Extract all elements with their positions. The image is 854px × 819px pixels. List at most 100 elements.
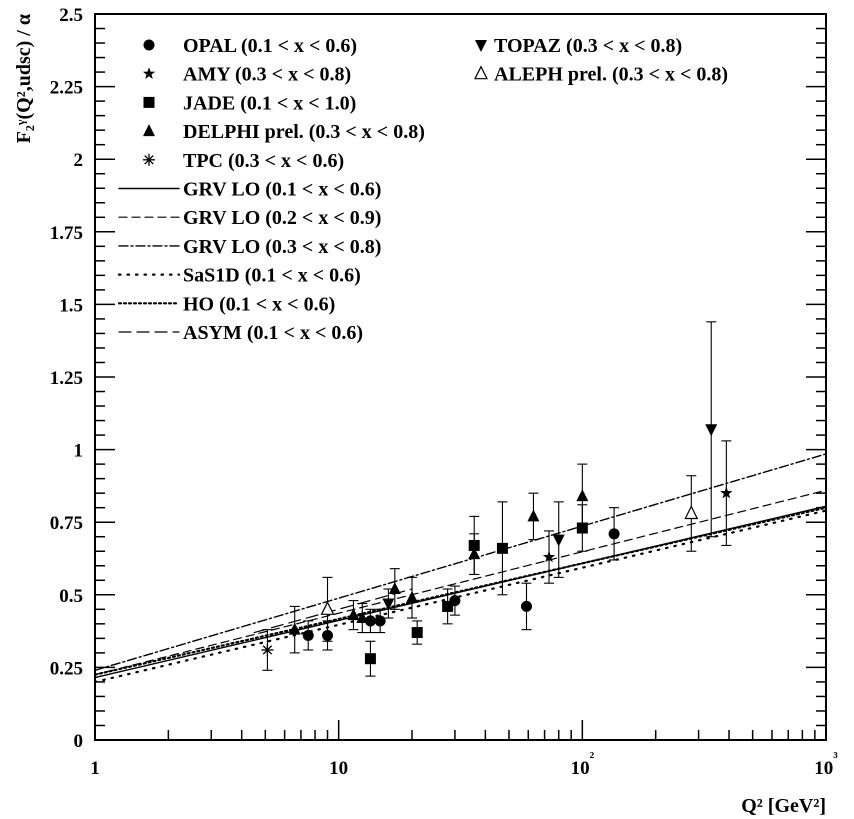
legend-entry: TOPAZ (0.3 < x < 0.8)	[475, 35, 682, 57]
data-point	[411, 620, 423, 645]
data-marker	[496, 542, 508, 554]
data-marker	[364, 615, 376, 627]
data-point	[364, 640, 376, 677]
data-marker	[261, 643, 274, 656]
legend-entry: GRV LO (0.2 < x < 0.9)	[118, 207, 381, 229]
data-marker	[720, 486, 733, 499]
data-point	[705, 321, 718, 538]
curve-line	[94, 489, 827, 676]
legend-entry: AMY (0.3 < x < 0.8)	[142, 64, 351, 86]
data-marker	[288, 622, 301, 635]
legend-label: GRV LO (0.3 < x < 0.8)	[183, 236, 381, 258]
legend-entry: GRV LO (0.1 < x < 0.6)	[118, 179, 381, 201]
y-tick-label: 2	[74, 150, 84, 171]
curve-line	[253, 588, 413, 634]
legend-label: DELPHI prel. (0.3 < x < 0.8)	[183, 121, 425, 143]
data-point	[388, 568, 401, 610]
data-point	[468, 533, 481, 576]
data-point	[288, 605, 301, 654]
data-point	[347, 600, 360, 631]
asterisk-stroke	[144, 155, 154, 165]
data-point	[608, 507, 620, 561]
legend-marker	[143, 124, 155, 137]
data-marker	[576, 489, 589, 502]
x-axis-title: Q² [GeV²]	[741, 795, 826, 817]
legend-marker	[143, 39, 155, 51]
x-tick-label: 10²	[571, 750, 595, 779]
legend-label: TOPAZ (0.3 < x < 0.8)	[494, 35, 682, 57]
curve-line	[94, 453, 827, 672]
y-axis-title: F₂ᵞ(Q²,udsc) / α	[13, 14, 35, 143]
legend-entry: SaS1D (0.1 < x < 0.6)	[117, 265, 361, 287]
data-marker	[684, 505, 699, 520]
data-marker	[542, 550, 556, 563]
curve-line	[93, 509, 828, 684]
data-point	[320, 576, 335, 642]
data-marker	[302, 629, 314, 641]
data-point	[374, 608, 386, 634]
data-point	[576, 463, 589, 529]
y-tick-label: 0.5	[59, 586, 83, 607]
data-point	[520, 582, 532, 631]
legend-label: GRV LO (0.1 < x < 0.6)	[183, 179, 381, 201]
legend-label: JADE (0.1 < x < 1.0)	[183, 92, 356, 114]
legend-entry: OPAL (0.1 < x < 0.6)	[143, 35, 357, 57]
data-marker	[705, 424, 718, 437]
y-tick-label: 0	[74, 731, 84, 752]
y-tick-label: 2.5	[59, 5, 83, 26]
data-point	[261, 629, 274, 671]
legend-entry: TPC (0.3 < x < 0.6)	[143, 150, 344, 172]
legend-label: ASYM (0.1 < x < 0.6)	[183, 322, 363, 344]
legend-entry: ALEPH prel. (0.3 < x < 0.8)	[474, 64, 728, 86]
data-point	[356, 602, 369, 634]
data-point	[406, 576, 419, 619]
y-tick-label: 1.25	[50, 368, 83, 389]
data-point	[442, 588, 454, 625]
data-point	[720, 440, 733, 546]
data-marker	[468, 547, 481, 560]
data-marker	[527, 509, 540, 522]
legend-label: GRV LO (0.2 < x < 0.9)	[183, 207, 381, 229]
y-tick-label: 0.25	[50, 658, 83, 679]
data-marker	[552, 534, 565, 547]
legend-entry: DELPHI prel. (0.3 < x < 0.8)	[143, 121, 425, 143]
y-tick-label: 1.75	[50, 223, 83, 244]
x-tick-label: 10³	[814, 750, 838, 779]
legend-marker	[474, 65, 488, 80]
data-marker	[520, 600, 532, 612]
x-tick-label: 1	[90, 758, 100, 779]
asterisk-stroke	[262, 645, 273, 655]
data-marker	[406, 590, 419, 603]
legend-label: AMY (0.3 < x < 0.8)	[183, 64, 351, 86]
legend-entry: HO (0.1 < x < 0.6)	[117, 293, 335, 315]
legend-marker	[142, 67, 156, 79]
legend-marker	[143, 153, 155, 166]
y-tick-label: 1.5	[59, 295, 83, 316]
data-marker	[411, 627, 423, 639]
data-point	[552, 501, 565, 578]
legend-marker	[475, 40, 487, 52]
legend-entry: GRV LO (0.3 < x < 0.8)	[118, 236, 381, 258]
legend-marker	[143, 96, 155, 108]
legend-label: ALEPH prel. (0.3 < x < 0.8)	[494, 64, 728, 86]
y-tick-label: 0.75	[50, 513, 83, 534]
data-marker	[364, 653, 376, 665]
data-marker	[388, 581, 401, 594]
data-point	[527, 492, 540, 541]
legend-label: HO (0.1 < x < 0.6)	[183, 293, 335, 315]
y-tick-label: 2.25	[50, 78, 83, 99]
legend-entry: JADE (0.1 < x < 1.0)	[143, 92, 356, 114]
data-point	[302, 620, 314, 651]
data-marker	[608, 528, 620, 540]
data-point	[364, 608, 376, 634]
data-marker	[382, 598, 395, 611]
data-point	[684, 475, 699, 552]
legend-label: OPAL (0.1 < x < 0.6)	[183, 35, 357, 57]
data-marker	[320, 600, 335, 615]
legend-label: TPC (0.3 < x < 0.6)	[183, 150, 344, 172]
x-tick-label: 10	[329, 758, 348, 779]
legend-label: SaS1D (0.1 < x < 0.6)	[183, 265, 361, 287]
data-marker	[347, 608, 360, 621]
data-point	[496, 501, 508, 596]
